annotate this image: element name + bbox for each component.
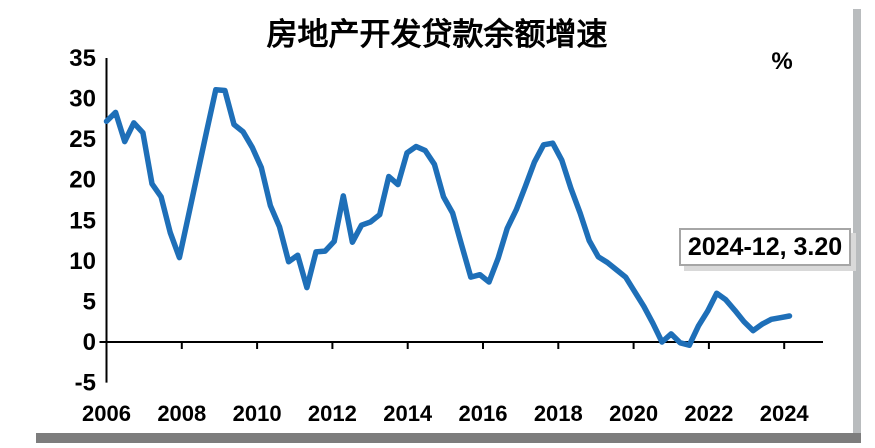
y-tick-label: 10 bbox=[69, 248, 96, 275]
x-tick-label: 2014 bbox=[383, 401, 433, 426]
x-tick-label: 2020 bbox=[609, 401, 658, 426]
y-tick-label: 25 bbox=[69, 126, 96, 153]
x-tick-label: 2010 bbox=[233, 401, 282, 426]
x-tick-label: 2016 bbox=[459, 401, 508, 426]
annotation-label: 2024-12, 3.20 bbox=[687, 232, 843, 261]
y-tick-label: 15 bbox=[69, 207, 96, 234]
last-point-annotation: 2024-12, 3.20 bbox=[679, 228, 851, 266]
x-tick-label: 2012 bbox=[308, 401, 357, 426]
line-chart: 2006 2008 2010 2012 2014 2016 2018 2020 2022 2024… bbox=[69, 45, 823, 426]
x-tick-label: 2018 bbox=[534, 401, 583, 426]
x-tick-label: 2006 bbox=[82, 401, 131, 426]
x-tick-label: 2024 bbox=[760, 401, 810, 426]
data-series-line bbox=[103, 86, 793, 348]
figure-drop-shadow-bottom bbox=[36, 433, 861, 443]
x-tick-label: 2008 bbox=[157, 401, 206, 426]
chart-canvas: 房地产开发贷款余额增速 % 2006 2008 2010 2012 2014 2016 20… bbox=[69, 17, 851, 426]
y-tick-label: 20 bbox=[69, 167, 96, 194]
x-tick-label: 2022 bbox=[684, 401, 733, 426]
y-tick-label: 30 bbox=[69, 86, 96, 113]
figure-drop-shadow-right bbox=[851, 9, 861, 442]
y-tick-label: 0 bbox=[83, 329, 96, 356]
y-tick-label: -5 bbox=[75, 370, 96, 397]
y-tick-label: 5 bbox=[83, 288, 96, 315]
chart-title: 房地产开发贷款余额增速 bbox=[266, 17, 608, 52]
y-tick-label: 35 bbox=[69, 45, 96, 72]
y-axis-unit-label: % bbox=[771, 48, 793, 75]
